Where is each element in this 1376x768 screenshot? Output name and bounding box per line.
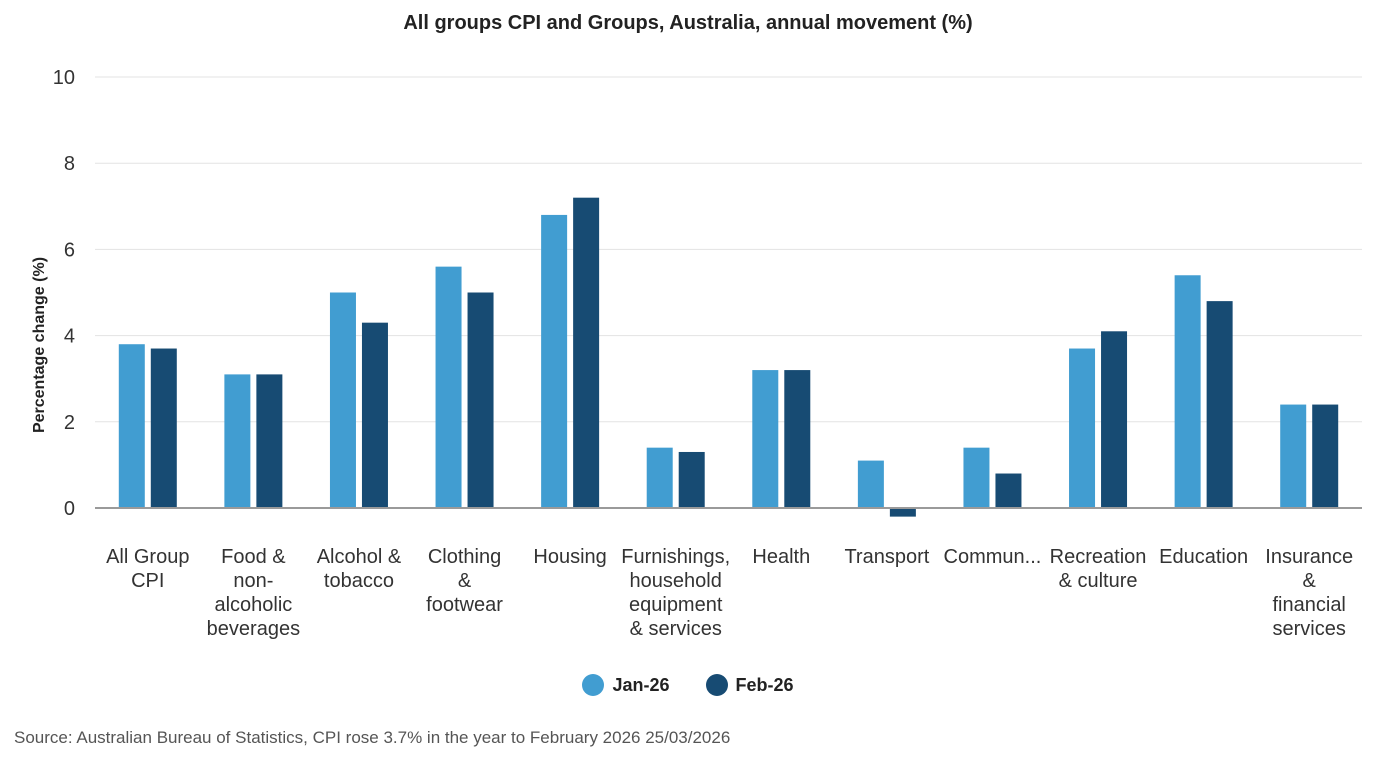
x-tick-label: Housing (533, 546, 606, 568)
bar-jan-26 (752, 370, 779, 508)
bar-jan-26 (224, 374, 251, 508)
chart-title: All groups CPI and Groups, Australia, an… (403, 12, 973, 34)
x-tick-label: & services (630, 618, 722, 640)
bar-jan-26 (963, 447, 990, 508)
bar-feb-26 (361, 322, 388, 508)
x-tick-label: tobacco (324, 570, 394, 592)
x-tick-label: Transport (844, 546, 929, 568)
x-tick-label: Health (752, 546, 810, 568)
x-tick-label: Insurance (1265, 546, 1353, 568)
legend-swatch-feb (705, 674, 728, 696)
bar-jan-26 (435, 266, 462, 508)
x-tick-label: Recreation (1050, 546, 1147, 568)
y-tick-label: 6 (64, 239, 75, 261)
legend: Jan-26 Feb-26 (0, 674, 1376, 696)
legend-item-jan[interactable]: Jan-26 (582, 674, 670, 696)
bar-jan-26 (1280, 404, 1307, 508)
bar-jan-26 (1069, 348, 1096, 508)
y-axis-title: Percentage change (%) (31, 257, 48, 433)
x-tick-label: alcoholic (214, 594, 292, 616)
bar-feb-26 (467, 292, 494, 508)
x-tick-label: Education (1159, 546, 1248, 568)
x-tick-label: equipment (629, 594, 723, 616)
y-tick-label: 8 (64, 153, 75, 175)
x-tick-label: footwear (426, 594, 503, 616)
y-tick-label: 10 (53, 67, 75, 89)
legend-label-feb: Feb-26 (735, 674, 794, 695)
y-tick-label: 4 (64, 326, 75, 348)
bar-jan-26 (857, 460, 884, 508)
source-note: Source: Australian Bureau of Statistics,… (14, 728, 731, 747)
bar-jan-26 (118, 344, 145, 508)
x-tick-label: & (1303, 570, 1317, 592)
legend-swatch-jan (582, 674, 605, 696)
x-tick-label: Commun... (944, 546, 1042, 568)
x-tick-label: household (630, 570, 722, 592)
legend-item-feb[interactable]: Feb-26 (705, 674, 794, 696)
bar-feb-26 (256, 374, 283, 508)
x-tick-label: Food & (221, 546, 286, 568)
x-tick-label: Furnishings, (621, 546, 730, 568)
x-tick-label: non- (233, 570, 273, 592)
x-tick-label: financial (1273, 594, 1346, 616)
bar-feb-26 (995, 473, 1022, 508)
x-tick-label: & (458, 570, 472, 592)
x-tick-label: Alcohol & (317, 546, 402, 568)
x-tick-label: & culture (1059, 570, 1138, 592)
x-tick-label: beverages (207, 618, 300, 640)
x-tick-label: All Group (106, 546, 189, 568)
bar-jan-26 (329, 292, 356, 508)
bar-jan-26 (1174, 275, 1201, 508)
bar-feb-26 (889, 508, 916, 517)
bar-feb-26 (678, 451, 705, 508)
bar-feb-26 (784, 370, 811, 508)
bar-feb-26 (1206, 301, 1233, 508)
bar-chart: 0 2 4 6 8 10 Percentage change (%) All GroupCPI… (31, 67, 1362, 640)
bar-feb-26 (1101, 331, 1128, 508)
bar-jan-26 (646, 447, 673, 508)
bar-jan-26 (541, 214, 568, 509)
bar-feb-26 (1312, 404, 1339, 508)
bar-feb-26 (150, 348, 177, 508)
legend-label-jan: Jan-26 (612, 674, 670, 695)
x-tick-label: Clothing (428, 546, 501, 568)
y-tick-label: 0 (64, 498, 75, 520)
bar-feb-26 (573, 197, 600, 508)
x-tick-label: services (1273, 618, 1346, 640)
x-tick-label: CPI (131, 570, 164, 592)
y-tick-label: 2 (64, 412, 75, 434)
